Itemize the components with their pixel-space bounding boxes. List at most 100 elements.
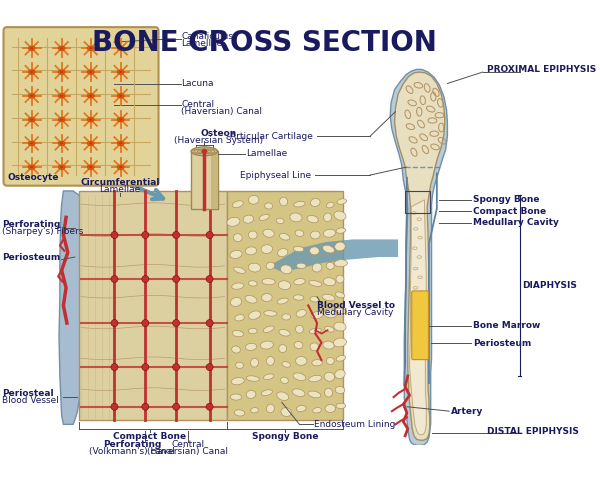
Ellipse shape bbox=[58, 93, 65, 98]
Ellipse shape bbox=[87, 141, 94, 146]
Ellipse shape bbox=[309, 328, 322, 334]
Ellipse shape bbox=[280, 233, 290, 240]
Ellipse shape bbox=[117, 46, 124, 50]
Ellipse shape bbox=[293, 295, 304, 300]
Text: Blood Vessel to: Blood Vessel to bbox=[317, 301, 395, 310]
Ellipse shape bbox=[89, 71, 92, 73]
FancyBboxPatch shape bbox=[412, 291, 428, 360]
Ellipse shape bbox=[334, 260, 347, 267]
Ellipse shape bbox=[279, 330, 290, 336]
Text: DISTAL EPIPHYSIS: DISTAL EPIPHYSIS bbox=[487, 427, 579, 436]
Ellipse shape bbox=[324, 372, 335, 381]
Ellipse shape bbox=[245, 343, 257, 351]
Ellipse shape bbox=[293, 373, 306, 381]
Ellipse shape bbox=[119, 166, 122, 168]
Ellipse shape bbox=[336, 355, 346, 361]
Circle shape bbox=[111, 364, 118, 371]
Ellipse shape bbox=[87, 117, 94, 122]
Text: Osteocyte: Osteocyte bbox=[8, 173, 59, 182]
Ellipse shape bbox=[117, 141, 124, 146]
Circle shape bbox=[173, 403, 179, 410]
Ellipse shape bbox=[278, 281, 290, 290]
Ellipse shape bbox=[336, 228, 346, 233]
Ellipse shape bbox=[89, 142, 92, 145]
Circle shape bbox=[206, 403, 213, 410]
Ellipse shape bbox=[248, 328, 257, 334]
Polygon shape bbox=[59, 191, 82, 424]
Ellipse shape bbox=[87, 70, 94, 74]
Text: Epiphyseal Line: Epiphyseal Line bbox=[240, 171, 311, 180]
Ellipse shape bbox=[276, 218, 284, 224]
Ellipse shape bbox=[322, 294, 335, 301]
Ellipse shape bbox=[292, 389, 305, 397]
Text: Medullary Cavity: Medullary Cavity bbox=[317, 308, 394, 317]
Text: Osteon: Osteon bbox=[200, 129, 236, 138]
Text: Endosteum Lining: Endosteum Lining bbox=[314, 420, 396, 429]
Ellipse shape bbox=[295, 230, 304, 236]
Ellipse shape bbox=[265, 203, 272, 209]
Circle shape bbox=[111, 275, 118, 283]
Ellipse shape bbox=[282, 314, 290, 320]
Ellipse shape bbox=[280, 197, 287, 206]
Ellipse shape bbox=[277, 298, 288, 304]
Text: BONE CROSS SECTION: BONE CROSS SECTION bbox=[92, 29, 437, 57]
Bar bbox=[405, 191, 430, 213]
Polygon shape bbox=[79, 191, 227, 420]
Ellipse shape bbox=[60, 71, 64, 73]
Ellipse shape bbox=[279, 345, 287, 353]
Ellipse shape bbox=[310, 231, 320, 239]
Circle shape bbox=[111, 403, 118, 410]
Ellipse shape bbox=[28, 70, 35, 74]
Ellipse shape bbox=[263, 229, 274, 237]
Ellipse shape bbox=[117, 93, 124, 98]
Ellipse shape bbox=[60, 95, 64, 97]
Ellipse shape bbox=[313, 408, 322, 413]
Text: (Haversian) Canal: (Haversian) Canal bbox=[147, 447, 228, 456]
Ellipse shape bbox=[325, 326, 334, 332]
Ellipse shape bbox=[117, 117, 124, 122]
Ellipse shape bbox=[261, 390, 272, 396]
Text: Periosteum: Periosteum bbox=[2, 252, 60, 262]
Text: Compact Bone: Compact Bone bbox=[113, 432, 186, 441]
Circle shape bbox=[142, 275, 149, 283]
Ellipse shape bbox=[266, 262, 275, 269]
Ellipse shape bbox=[266, 404, 274, 413]
Text: Blood Vessel: Blood Vessel bbox=[2, 396, 59, 405]
Ellipse shape bbox=[296, 309, 307, 317]
Ellipse shape bbox=[325, 405, 335, 412]
Text: Perforating: Perforating bbox=[103, 440, 161, 449]
Ellipse shape bbox=[264, 311, 277, 316]
Ellipse shape bbox=[248, 231, 257, 239]
Circle shape bbox=[206, 231, 213, 239]
Ellipse shape bbox=[326, 262, 334, 269]
Ellipse shape bbox=[232, 201, 244, 207]
Circle shape bbox=[206, 319, 213, 327]
Ellipse shape bbox=[119, 47, 122, 49]
Ellipse shape bbox=[28, 117, 35, 122]
Ellipse shape bbox=[266, 356, 274, 365]
Ellipse shape bbox=[290, 213, 302, 222]
Ellipse shape bbox=[335, 387, 345, 394]
Circle shape bbox=[142, 231, 149, 239]
Ellipse shape bbox=[89, 47, 92, 49]
Ellipse shape bbox=[30, 71, 34, 73]
Ellipse shape bbox=[325, 388, 332, 397]
Text: Compact Bone: Compact Bone bbox=[473, 207, 546, 216]
Ellipse shape bbox=[335, 242, 345, 251]
Text: Medullary Cavity: Medullary Cavity bbox=[473, 218, 559, 227]
Ellipse shape bbox=[309, 281, 322, 286]
Ellipse shape bbox=[326, 357, 334, 365]
Ellipse shape bbox=[262, 294, 272, 301]
Ellipse shape bbox=[30, 142, 34, 145]
Text: Artery: Artery bbox=[451, 407, 484, 416]
Ellipse shape bbox=[294, 278, 305, 285]
Ellipse shape bbox=[58, 165, 65, 170]
Ellipse shape bbox=[335, 308, 346, 314]
Ellipse shape bbox=[119, 95, 122, 97]
Ellipse shape bbox=[323, 309, 337, 318]
Ellipse shape bbox=[326, 202, 334, 208]
Ellipse shape bbox=[30, 118, 34, 121]
Ellipse shape bbox=[294, 201, 305, 207]
Text: Perforating: Perforating bbox=[2, 220, 60, 229]
Ellipse shape bbox=[309, 375, 322, 382]
